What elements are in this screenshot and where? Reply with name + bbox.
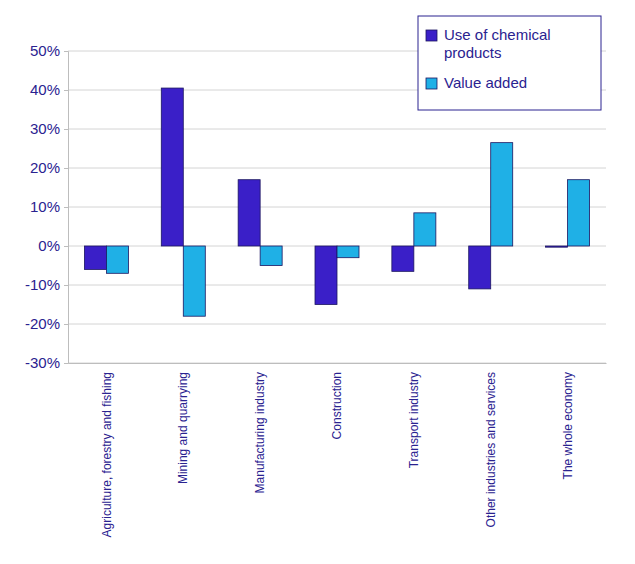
category-label: Other industries and services (484, 372, 498, 527)
tick-label: 30% (30, 120, 60, 137)
tick-label: -10% (25, 276, 60, 293)
bar (568, 180, 590, 246)
bar (238, 180, 260, 246)
plot: -30% -20% -10% 0% 10% 20% 30% 40% 50% Agriculture… (25, 42, 607, 537)
category-label: Mining and quarrying (176, 372, 190, 484)
tick: Construction (330, 363, 344, 439)
grid-line (68, 168, 606, 169)
category-label: The whole economy (561, 372, 575, 479)
tick-mark (64, 207, 68, 208)
tick-mark (64, 285, 68, 286)
tick: -20% (25, 315, 68, 332)
tick-label: 40% (30, 81, 60, 98)
tick: 0% (38, 237, 68, 254)
bar (183, 246, 205, 316)
legend-swatch (426, 30, 437, 41)
category-label: Agriculture, forestry and fishing (100, 372, 114, 537)
legend-swatch (426, 78, 437, 89)
bar (315, 246, 337, 305)
category-label: Transport industry (407, 372, 421, 468)
tick-label: 20% (30, 159, 60, 176)
grid-line (68, 129, 606, 130)
legend-box (418, 16, 601, 110)
bar (84, 246, 106, 269)
axis-line (64, 52, 69, 364)
bar (414, 213, 436, 246)
category-label: Construction (330, 372, 344, 439)
tick-label: -30% (25, 354, 60, 371)
tick-label: -20% (25, 315, 60, 332)
bar (392, 246, 414, 271)
y-axis: -30% -20% -10% 0% 10% 20% 30% 40% 50% (25, 42, 69, 371)
bars (84, 88, 589, 316)
tick: 40% (30, 81, 68, 98)
legend-label: Use of chemical products (444, 26, 555, 61)
tick: Agriculture, forestry and fishing (100, 363, 114, 537)
series (106, 143, 589, 317)
tick-mark (64, 51, 68, 52)
legend: Use of chemical products Value added (418, 16, 601, 110)
bar (106, 246, 128, 273)
tick-mark (64, 363, 68, 364)
tick: 30% (30, 120, 68, 137)
grid-line (68, 207, 606, 208)
bar (161, 88, 183, 246)
series (84, 88, 567, 304)
tick: 10% (30, 198, 68, 215)
bar (469, 246, 491, 289)
bar (491, 143, 513, 246)
grid-line (68, 324, 606, 325)
x-axis: Agriculture, forestry and fishing Mining … (69, 363, 607, 537)
tick-label: 0% (38, 237, 60, 254)
bar (337, 246, 359, 258)
tick: Manufacturing industry (253, 363, 267, 493)
tick-mark (64, 324, 68, 325)
bar (260, 246, 282, 266)
tick-mark (64, 90, 68, 91)
tick-mark (64, 168, 68, 169)
tick: Transport industry (407, 363, 421, 468)
tick: -30% (25, 354, 68, 371)
tick: 20% (30, 159, 68, 176)
tick: Other industries and services (484, 363, 498, 527)
category-label: Manufacturing industry (253, 372, 267, 493)
tick-label: 50% (30, 42, 60, 59)
tick-mark (64, 246, 68, 247)
tick: -10% (25, 276, 68, 293)
legend-label: Value added (444, 74, 527, 91)
tick: The whole economy (561, 363, 575, 479)
axis-line (69, 363, 607, 364)
tick-mark (64, 129, 68, 130)
tick-label: 10% (30, 198, 60, 215)
bar (546, 246, 568, 247)
grid-line (68, 363, 606, 364)
tick: 50% (30, 42, 68, 59)
tick: Mining and quarrying (176, 363, 190, 484)
chart: -30% -20% -10% 0% 10% 20% 30% 40% 50% Agriculture… (0, 0, 635, 564)
